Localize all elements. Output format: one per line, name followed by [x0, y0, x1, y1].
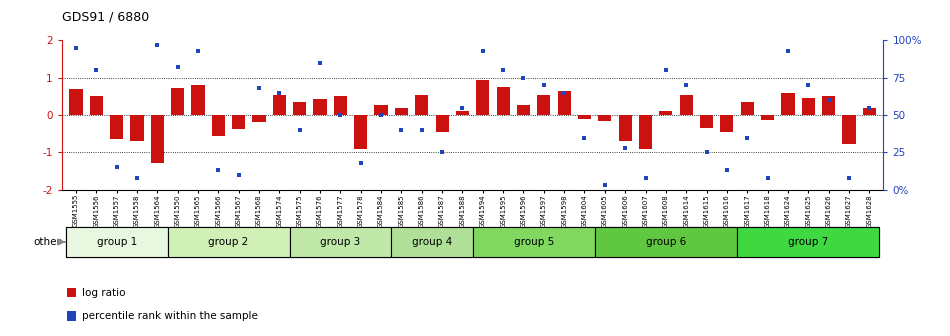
- Point: [313, 60, 328, 66]
- Point: [231, 172, 246, 178]
- Bar: [167, 227, 290, 257]
- Bar: [89, 96, 103, 115]
- Bar: [761, 115, 774, 120]
- Bar: [737, 227, 880, 257]
- Bar: [374, 104, 388, 115]
- Point: [516, 75, 531, 80]
- Bar: [395, 108, 408, 115]
- Point: [109, 165, 124, 170]
- Bar: [391, 227, 472, 257]
- Bar: [333, 96, 347, 115]
- Point: [658, 68, 674, 73]
- Bar: [497, 87, 510, 115]
- Text: group 2: group 2: [208, 237, 249, 247]
- Bar: [517, 104, 530, 115]
- Bar: [659, 111, 673, 115]
- Bar: [598, 115, 612, 121]
- Bar: [843, 115, 856, 144]
- Point: [211, 168, 226, 173]
- Text: group 6: group 6: [646, 237, 686, 247]
- Bar: [354, 115, 368, 149]
- Bar: [720, 115, 733, 132]
- Point: [598, 183, 613, 188]
- Point: [780, 48, 795, 53]
- Bar: [415, 94, 428, 115]
- Bar: [171, 88, 184, 115]
- Text: group 3: group 3: [320, 237, 361, 247]
- Point: [740, 135, 755, 140]
- Point: [577, 135, 592, 140]
- Text: percentile rank within the sample: percentile rank within the sample: [82, 311, 257, 321]
- Point: [862, 105, 877, 110]
- Text: group 5: group 5: [514, 237, 554, 247]
- Bar: [456, 111, 469, 115]
- Point: [252, 85, 267, 91]
- Text: group 7: group 7: [788, 237, 828, 247]
- Bar: [472, 227, 595, 257]
- Bar: [537, 94, 550, 115]
- Point: [637, 175, 653, 180]
- Bar: [110, 115, 124, 139]
- Bar: [69, 89, 83, 115]
- Bar: [700, 115, 713, 128]
- Point: [129, 175, 144, 180]
- Bar: [151, 115, 164, 163]
- Text: group 4: group 4: [411, 237, 452, 247]
- Point: [536, 83, 551, 88]
- Bar: [802, 98, 815, 115]
- Text: group 1: group 1: [97, 237, 137, 247]
- Point: [678, 83, 694, 88]
- Bar: [253, 115, 266, 122]
- Text: other: other: [33, 237, 62, 247]
- Point: [719, 168, 734, 173]
- Point: [821, 97, 836, 103]
- Bar: [741, 102, 754, 115]
- Point: [801, 83, 816, 88]
- Point: [332, 113, 348, 118]
- Text: log ratio: log ratio: [82, 288, 125, 298]
- Point: [68, 45, 84, 50]
- Point: [414, 127, 429, 133]
- Bar: [273, 94, 286, 115]
- Bar: [558, 91, 571, 115]
- Bar: [290, 227, 391, 257]
- Point: [190, 48, 205, 53]
- Bar: [212, 115, 225, 136]
- Point: [842, 175, 857, 180]
- Bar: [578, 115, 591, 119]
- Point: [272, 90, 287, 95]
- Bar: [618, 115, 632, 141]
- Point: [496, 68, 511, 73]
- Point: [618, 145, 633, 151]
- Bar: [232, 115, 245, 129]
- Bar: [639, 115, 652, 150]
- Bar: [863, 108, 876, 115]
- Bar: [781, 93, 794, 115]
- Text: GDS91 / 6880: GDS91 / 6880: [62, 10, 149, 24]
- Point: [353, 160, 369, 166]
- Point: [699, 150, 714, 155]
- Point: [170, 65, 185, 70]
- Bar: [679, 94, 693, 115]
- Bar: [130, 115, 143, 141]
- Bar: [191, 85, 204, 115]
- Point: [455, 105, 470, 110]
- Bar: [822, 96, 835, 115]
- Point: [475, 48, 490, 53]
- Bar: [294, 102, 306, 115]
- Point: [434, 150, 449, 155]
- Bar: [66, 227, 167, 257]
- Point: [88, 68, 104, 73]
- Bar: [476, 80, 489, 115]
- Point: [150, 42, 165, 47]
- Point: [394, 127, 409, 133]
- Point: [760, 175, 775, 180]
- Point: [293, 127, 308, 133]
- Point: [557, 90, 572, 95]
- Bar: [435, 115, 448, 132]
- Point: [373, 113, 389, 118]
- Bar: [595, 227, 737, 257]
- Bar: [314, 99, 327, 115]
